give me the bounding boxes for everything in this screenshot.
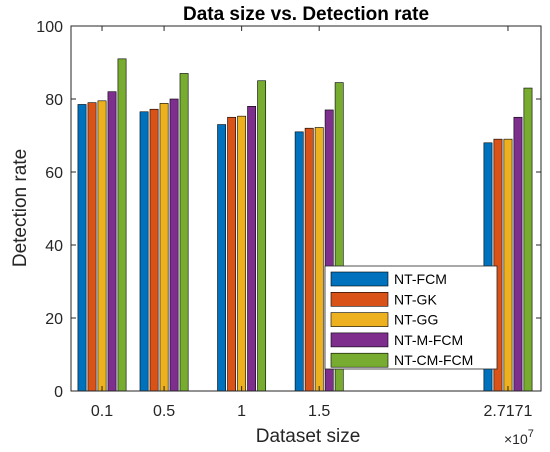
bar-nt-gg-0 [97,100,107,392]
legend-swatch-nt-m-fcm [330,332,389,348]
y-tick-label: 60 [45,165,63,182]
bar-nt-cm-fcm-2 [257,80,267,392]
bar-nt-gk-2 [227,116,237,392]
legend-swatch-nt-gk [330,291,389,307]
bar-nt-gk-0 [87,102,97,392]
x-axis-ticks: 0.1 0.5 1 1.5 2.7171 [91,26,533,420]
bar-nt-cm-fcm-4 [523,87,533,392]
bar-nt-fcm-2 [217,124,227,392]
bar-nt-fcm-3 [294,131,304,392]
legend-swatch-nt-fcm [330,271,389,287]
x-tick-label: 1 [237,403,246,420]
bar-nt-m-fcm-0 [107,91,117,392]
y-tick-label: 40 [45,238,63,255]
bar-nt-gk-3 [304,127,314,392]
y-axis-label: Detection rate [10,149,31,267]
x-tick-label: 2.7171 [484,403,533,420]
bar-nt-gg-3 [314,127,324,392]
x-axis-multiplier-base: ×10 [504,431,528,447]
x-tick-label: 0.1 [91,403,113,420]
legend-swatch-nt-gg [330,312,389,327]
legend-label-nt-gg: NT-GG [394,312,438,328]
bar-nt-cm-fcm-0 [117,58,127,392]
bar-nt-fcm-1 [139,111,149,392]
legend-label-nt-cm-fcm: NT-CM-FCM [394,352,473,368]
bar-nt-gg-2 [237,115,247,392]
y-tick-label: 100 [36,19,63,36]
x-axis-multiplier: ×107 [504,428,534,447]
bar-nt-fcm-0 [77,104,87,392]
legend-swatch-nt-cm-fcm [330,352,389,368]
bar-nt-m-fcm-1 [169,98,179,392]
legend-label-nt-fcm: NT-FCM [394,271,447,287]
legend-label-nt-gk: NT-GK [394,291,437,307]
legend: NT-FCM NT-GK NT-GG NT-M-FCM NT-CM-FCM [324,265,498,370]
x-tick-label: 1.5 [308,403,330,420]
bar-nt-gg-1 [159,103,169,392]
legend-label-nt-m-fcm: NT-M-FCM [394,332,463,348]
y-tick-label: 0 [54,384,63,401]
x-axis-multiplier-exponent: 7 [528,428,534,440]
y-tick-label: 80 [45,92,63,109]
bar-nt-gg-4 [503,138,513,392]
bar-nt-m-fcm-2 [247,106,257,392]
y-axis-ticks: 0 20 40 60 80 100 [36,19,541,401]
bar-nt-gk-1 [149,108,159,392]
x-axis-label: Dataset size [256,426,361,447]
y-tick-label: 20 [45,311,63,328]
plot-area-frame [70,25,542,392]
x-tick-label: 0.5 [153,403,175,420]
bar-nt-cm-fcm-1 [179,73,189,392]
chart-title: Data size vs. Detection rate [183,4,429,25]
bar-nt-m-fcm-4 [513,116,523,392]
